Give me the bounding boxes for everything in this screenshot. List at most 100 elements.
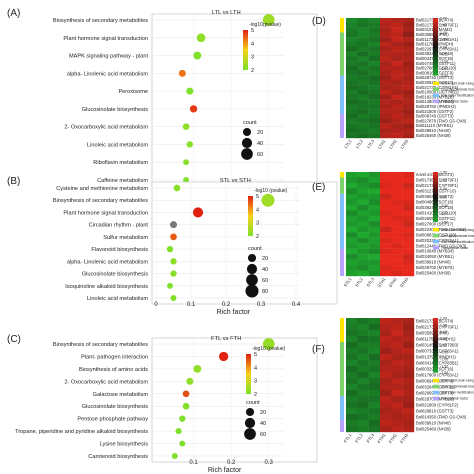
- heatmap-cell: [402, 426, 415, 433]
- heatmap-cell: [402, 32, 415, 38]
- scale-tick: -1.00: [440, 60, 448, 64]
- heatmap-cell: [357, 70, 369, 76]
- heatmap-cell: [391, 232, 403, 238]
- heatmap-cell: [346, 396, 358, 403]
- heatmap-cell: [380, 420, 392, 427]
- bubble-point: [186, 377, 194, 385]
- heatmap-cell: [391, 342, 403, 349]
- heatmap-cell: [357, 22, 369, 28]
- size-legend-label: 40: [262, 267, 268, 273]
- column-label: FTL3: [365, 432, 375, 443]
- heatmap-cell: [368, 22, 381, 28]
- heatmap-cell: [380, 133, 392, 139]
- heatmap-cell: [357, 408, 369, 415]
- heatmap-cell: [391, 402, 403, 409]
- colorbar-tick: 4: [254, 365, 257, 371]
- heatmap-cell: [391, 133, 403, 139]
- heatmap-cell: [346, 204, 358, 211]
- heatmap-cell: [402, 18, 415, 23]
- heatmap-cell: [368, 109, 381, 115]
- heatmap-cell: [380, 348, 392, 355]
- heatmap-cell: [402, 61, 415, 67]
- heatmap-cell: [357, 114, 369, 119]
- heatmap-cell: [368, 402, 381, 409]
- heatmap-cell: [402, 94, 415, 100]
- heatmap-cell: [368, 61, 381, 67]
- heatmap-cell: [380, 70, 392, 76]
- scale-tick: -1.00: [440, 358, 448, 362]
- x-tick-label: 0.4: [292, 302, 301, 308]
- heatmap-cell: [346, 37, 358, 43]
- legend-label: Transcription factor: [441, 397, 469, 401]
- heatmap-cell: [346, 265, 358, 271]
- bubble-point: [173, 184, 181, 192]
- row-group-bar: [340, 114, 344, 138]
- bubble-point: [182, 123, 190, 131]
- heatmap-cell: [402, 204, 415, 211]
- heatmap-cell: [346, 193, 358, 200]
- row-group-bar: [340, 18, 344, 33]
- size-legend-dot: [247, 253, 257, 263]
- category-label: Glucosinolate biosynthesis: [82, 107, 148, 113]
- scale-bar: [433, 318, 438, 373]
- heatmap-cell: [391, 384, 403, 391]
- heatmap-cell: [402, 420, 415, 427]
- heatmap-cell: [380, 99, 392, 105]
- category-label: 2- Oxocarboxylic acid metabolism: [64, 379, 148, 385]
- row-label: Bol021800 (GSTF2): [416, 109, 454, 114]
- scale-bar: [433, 18, 438, 76]
- bubble-point: [183, 159, 190, 166]
- heatmap-cell: [402, 366, 415, 373]
- colorbar-tick: 3: [254, 379, 257, 385]
- heatmap-cell: [380, 390, 392, 397]
- column-label: STL1: [343, 276, 353, 288]
- size-legend-dot: [245, 407, 255, 417]
- heatmap-cell: [391, 215, 403, 222]
- heatmap-cell: [380, 204, 392, 211]
- heatmap-cell: [391, 94, 403, 100]
- heatmap-cell: [346, 188, 358, 195]
- heatmap-cell: [368, 188, 381, 195]
- scale-tick: -0.50: [440, 351, 448, 355]
- heatmap-cell: [357, 75, 369, 81]
- row-group-bar: [340, 396, 344, 420]
- heatmap-cell: [391, 18, 403, 23]
- heatmap-cell: [368, 42, 381, 47]
- heatmap-cell: [346, 22, 358, 28]
- heatmap-cell: [346, 99, 358, 105]
- scale-tick: 0.50: [440, 38, 447, 42]
- bubble-point: [262, 14, 275, 26]
- heatmap-cell: [402, 221, 415, 227]
- heatmap-cell: [368, 420, 381, 427]
- heatmap-cell: [380, 265, 392, 271]
- heatmap-cell: [380, 384, 392, 391]
- heatmap-cell: [346, 66, 358, 71]
- heatmap-cell: [391, 22, 403, 28]
- heatmap-cell: [346, 80, 358, 86]
- bubble-point: [175, 428, 182, 435]
- heatmap-cell: [391, 188, 403, 195]
- heatmap-cell: [380, 372, 392, 379]
- heatmap-cell: [391, 114, 403, 119]
- column-label: STH2: [388, 276, 399, 288]
- heatmap-cell: [368, 396, 381, 403]
- size-legend-title: count: [248, 246, 262, 252]
- scale-tick: 0.00: [440, 344, 447, 348]
- scale-tick: 1.00: [440, 31, 447, 35]
- row-label: Bol028740 (GSTT3): [416, 75, 454, 80]
- heatmap-cell: [357, 188, 369, 195]
- heatmap-cell: [402, 123, 415, 129]
- x-axis-label: Rich factor: [208, 467, 242, 474]
- heatmap-cell: [357, 80, 369, 86]
- heatmap-cell: [402, 99, 415, 105]
- heatmap-cell: [357, 348, 369, 355]
- heatmap-cell: [357, 215, 369, 222]
- heatmap-cell: [368, 32, 381, 38]
- heatmap-cell: [380, 46, 392, 52]
- heatmap-cell: [368, 193, 381, 200]
- heatmap-cell: [391, 61, 403, 67]
- heatmap-cell: [391, 259, 403, 266]
- size-legend-dot: [241, 137, 253, 149]
- heatmap-cell: [368, 372, 381, 379]
